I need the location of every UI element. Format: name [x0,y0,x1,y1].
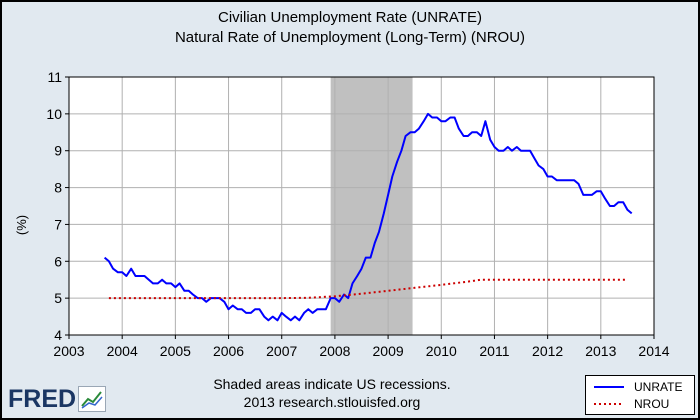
x-tick-label: 2005 [160,343,191,359]
legend-label-unrate: UNRATE [634,380,683,394]
legend-swatch-unrate [594,386,624,388]
y-tick-label: 10 [46,106,62,122]
plot-border [68,76,655,336]
legend-item-unrate: UNRATE [592,380,682,394]
y-axis-label: (%) [14,215,29,235]
series-line-nrou [108,278,628,300]
x-tick-label: 2012 [532,343,563,359]
chart-subtitle: Natural Rate of Unemployment (Long-Term)… [174,29,526,46]
x-tick-label: 2008 [319,343,350,359]
legend-swatch-nrou [594,403,624,405]
y-tick-label: 7 [54,216,62,232]
fred-logo: FRED [8,382,107,416]
fred-logo-text: FRED [8,384,77,413]
x-tick-label: 2013 [585,343,616,359]
y-tick-label: 9 [54,143,62,159]
y-tick-label: 5 [54,290,62,306]
y-tick-label: 11 [47,69,62,85]
plot-area: 4 5 6 7 8 9 10 11 2003 2004 2005 2006 2007 2008 2009 20… [14,69,670,359]
recession-note: Shaded areas indicate US recessions. [213,376,451,392]
series-line-unrate [103,112,633,322]
y-tick-label: 6 [54,253,62,269]
chart-icon [78,386,107,412]
legend-label-nrou: NROU [634,397,670,411]
x-tick-label: 2010 [426,343,457,359]
x-tick-label: 2007 [266,343,297,359]
x-tick-label: 2004 [107,343,138,359]
x-tick-label: 2003 [53,343,84,359]
recession-band [330,77,413,335]
x-tick-label: 2014 [638,343,669,359]
legend: UNRATE NROU [585,375,695,415]
source-note: 2013 research.stlouisfed.org [243,394,421,410]
x-tick-label: 2011 [479,343,509,359]
x-tick-label: 2009 [373,343,404,359]
x-tick-label: 2006 [213,343,244,359]
legend-item-nrou: NROU [592,397,669,411]
y-tick-label: 8 [54,180,62,196]
chart-title: Civilian Unemployment Rate (UNRATE) [218,9,482,26]
y-tick-label: 4 [54,327,62,343]
